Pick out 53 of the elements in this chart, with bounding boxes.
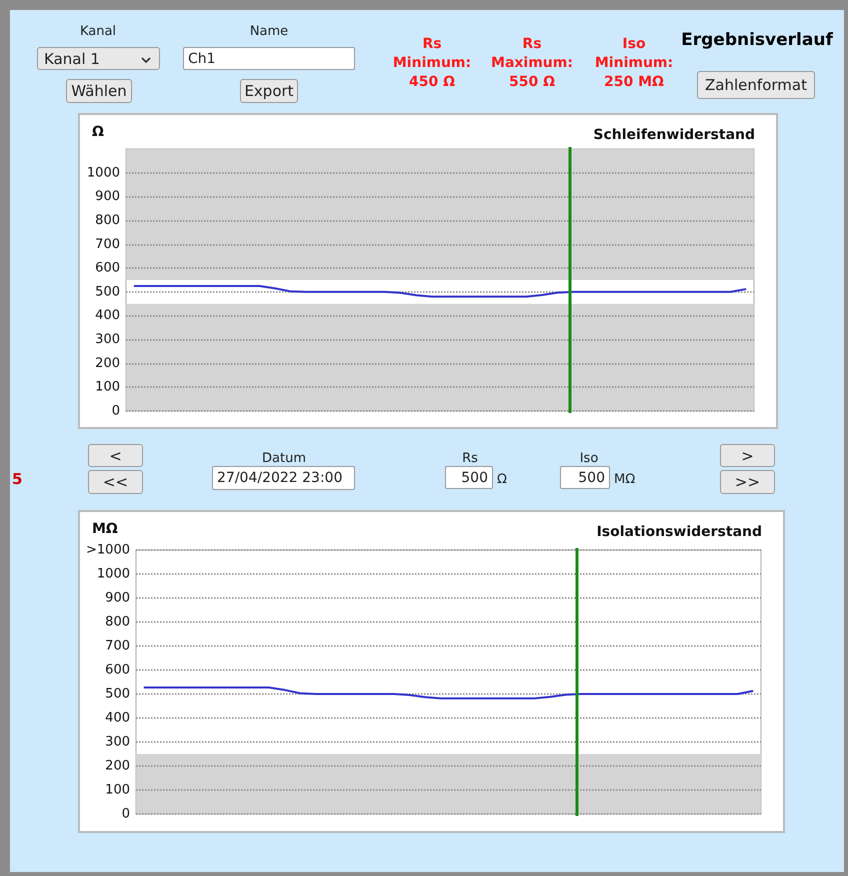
text: Name — [248, 22, 290, 40]
text: 500 — [445, 466, 493, 489]
text: << — [88, 470, 143, 494]
y-tick-label: 300 — [105, 734, 130, 750]
text: >> — [720, 470, 775, 494]
text: Kanal 1 — [37, 47, 160, 70]
y-tick-label: 100 — [105, 782, 130, 798]
text: Wählen — [66, 79, 132, 103]
y-tick-label: 500 — [95, 284, 120, 300]
y-tick-label: 100 — [95, 380, 120, 395]
y-tick-label: 200 — [95, 356, 120, 371]
y-tick-label: >1000 — [86, 542, 130, 558]
text: > — [720, 444, 775, 467]
y-tick-label: 900 — [105, 590, 130, 606]
y-tick-label: 400 — [95, 308, 120, 324]
y-tick-label: 1000 — [96, 566, 130, 582]
text: Datum — [261, 450, 307, 467]
y-tick-label: 600 — [105, 662, 130, 678]
text: 27/04/2022 23:00 — [212, 466, 355, 490]
text: Rs Minimum: 450 Ω — [392, 35, 472, 91]
text: Ch1 — [183, 47, 355, 70]
y-tick-label: 800 — [105, 614, 130, 630]
line-series — [132, 284, 748, 298]
text: Zahlenformat — [697, 71, 815, 99]
y-axis-title: Ω — [92, 124, 104, 140]
text: Ω — [497, 470, 508, 488]
text: Export — [240, 79, 298, 103]
text: 5 — [12, 470, 24, 488]
y-tick-label: 700 — [105, 638, 130, 654]
text: 500 — [560, 466, 610, 489]
y-tick-label: 400 — [105, 710, 130, 726]
text: Ergebnisverlauf — [680, 29, 834, 52]
y-tick-label: 500 — [105, 686, 130, 702]
text: Iso — [578, 450, 600, 467]
text: Rs Maximum: 550 Ω — [490, 35, 574, 91]
text: < — [88, 444, 143, 467]
y-tick-label: 1000 — [86, 165, 120, 180]
line-series — [142, 686, 754, 700]
text: Rs — [461, 450, 479, 467]
text: MΩ — [614, 470, 636, 488]
chart-title: Isolationswiderstand — [596, 524, 762, 540]
y-tick-label: 0 — [122, 806, 130, 822]
y-tick-label: 800 — [95, 212, 120, 228]
y-tick-label: 300 — [95, 332, 120, 348]
text: Kanal — [78, 22, 118, 40]
y-tick-label: 200 — [105, 758, 130, 774]
chart-title: Schleifenwiderstand — [593, 127, 755, 143]
y-tick-label: 0 — [112, 404, 120, 418]
y-tick-label: 600 — [95, 260, 120, 276]
text: Iso Minimum: 250 MΩ — [594, 35, 674, 91]
y-tick-label: 700 — [95, 236, 120, 252]
y-tick-label: 900 — [95, 189, 120, 204]
y-axis-title: MΩ — [92, 521, 118, 537]
